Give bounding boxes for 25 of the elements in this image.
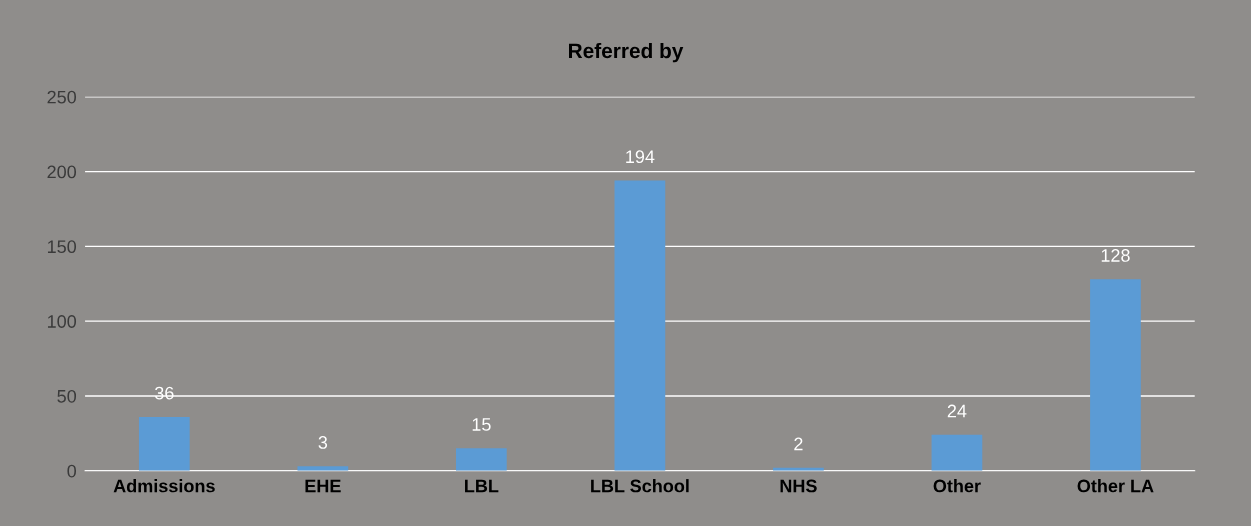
data-label: 2 — [794, 437, 803, 451]
bar — [1090, 279, 1141, 471]
y-tick-label: 50 — [57, 389, 77, 403]
y-tick-label: 250 — [47, 90, 77, 104]
data-label: 3 — [318, 436, 328, 449]
chart-title: Referred by — [569, 42, 684, 63]
y-tick-label: 0 — [67, 464, 77, 478]
x-tick-label: EHE — [305, 479, 341, 493]
y-tick-label: 100 — [47, 315, 77, 328]
y-tick-label: 150 — [47, 240, 77, 254]
data-label: 128 — [1101, 249, 1130, 262]
x-tick-label: Admissions — [113, 479, 215, 493]
x-tick-label: LBL — [465, 479, 499, 493]
x-tick-label: NHS — [780, 479, 817, 493]
bar — [931, 434, 983, 471]
x-tick-label: LBL School — [591, 479, 689, 493]
y-tick-label: 200 — [47, 165, 77, 179]
data-label: 194 — [626, 150, 655, 164]
x-tick-label: Other LA — [1077, 479, 1154, 493]
data-label: 24 — [947, 404, 967, 418]
bar — [614, 180, 666, 471]
x-tick-label: Other — [933, 479, 981, 493]
data-label: 15 — [472, 418, 491, 431]
bar — [138, 416, 190, 471]
bar — [456, 448, 507, 471]
